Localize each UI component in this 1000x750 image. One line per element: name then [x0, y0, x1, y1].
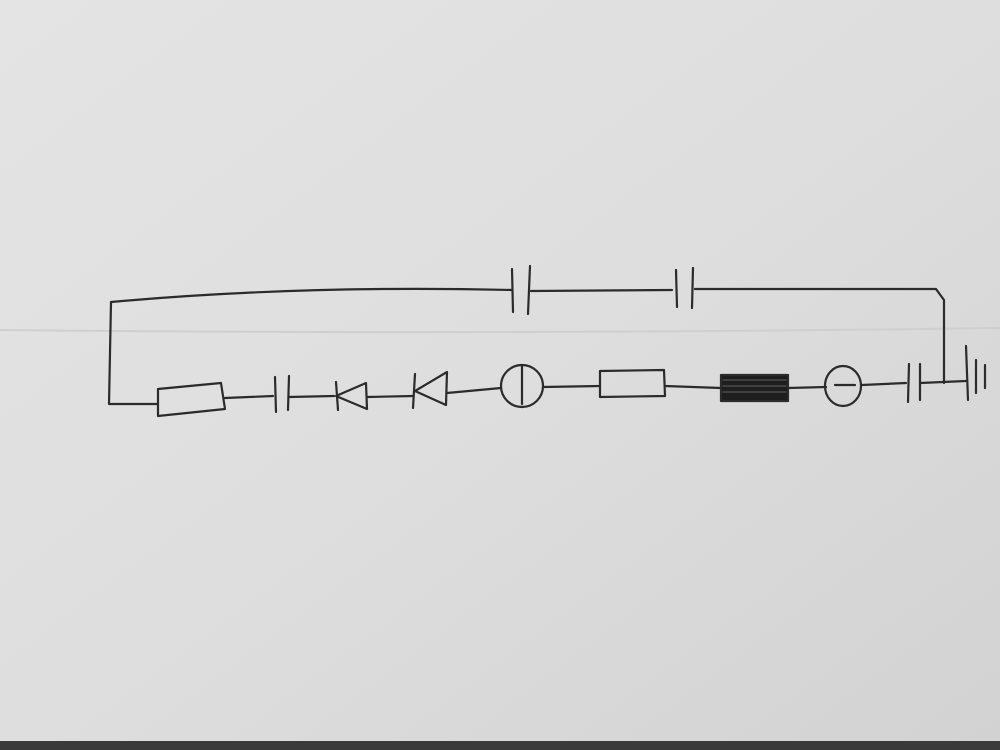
wire-m2-c2	[860, 381, 908, 387]
resistor-1-symbol	[156, 381, 227, 418]
paper-fold-line	[0, 327, 1000, 334]
paper-bottom-edge	[0, 741, 1000, 750]
wire-c1-d1	[287, 394, 336, 399]
wire-d2-m1	[445, 386, 503, 395]
wire-c2-battery	[918, 379, 968, 385]
top-wire	[107, 287, 946, 406]
wire-r1-c1	[223, 394, 275, 400]
capacitor-3-symbol	[510, 264, 532, 316]
meter-2-symbol	[823, 364, 863, 408]
capacitor-4-symbol	[674, 266, 695, 310]
wire-r2-l1	[663, 384, 723, 390]
wire-d1-d2	[365, 394, 415, 399]
wire-m1-r2	[541, 384, 602, 389]
resistor-2-symbol	[598, 368, 667, 399]
wire-l1-m2	[786, 385, 828, 390]
capacitor-1-symbol	[273, 374, 291, 414]
diode-1-symbol	[334, 380, 369, 412]
battery-1-symbol	[964, 344, 987, 402]
diode-2-symbol	[411, 370, 449, 410]
inductor-1-symbol	[719, 373, 790, 403]
